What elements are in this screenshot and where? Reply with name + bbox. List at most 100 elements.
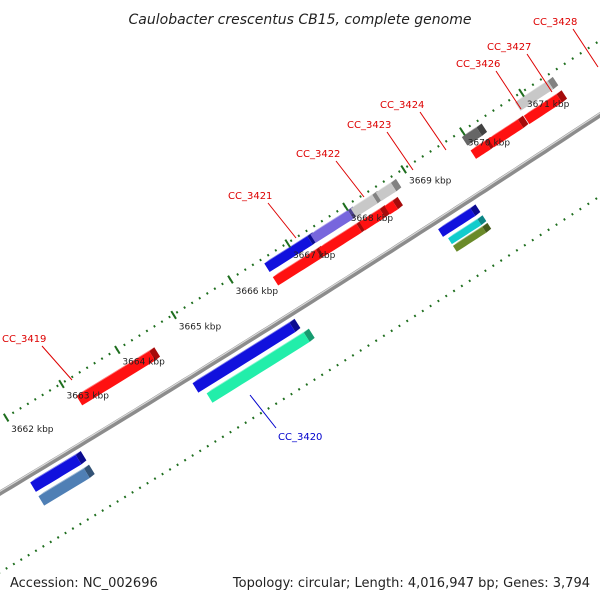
- backbone-line: [0, 111, 600, 496]
- scale-tick-mark: [114, 345, 121, 355]
- scale-tick-label: 3665 kbp: [179, 322, 222, 332]
- gene-label-cc-3419[interactable]: CC_3419: [2, 334, 46, 345]
- scale-tick-mark: [459, 127, 466, 136]
- scale-tick-label: 3668 kbp: [351, 214, 394, 224]
- gene-label-cc-3423[interactable]: CC_3423: [347, 120, 391, 131]
- guide-dot: [26, 402, 30, 406]
- guide-dot: [484, 269, 487, 273]
- leader-line-cc-3424: [419, 111, 447, 151]
- guide-dot: [33, 397, 37, 401]
- guide-dot: [5, 566, 8, 570]
- guide-dot: [547, 72, 551, 76]
- guide-dot: [320, 219, 324, 223]
- guide-dot: [571, 57, 575, 60]
- guide-dot: [229, 430, 232, 434]
- gene-label-cc-3422[interactable]: CC_3422: [296, 149, 340, 160]
- guide-dot: [175, 310, 179, 314]
- guide-dot: [259, 411, 263, 415]
- gene-label-cc-3424[interactable]: CC_3424: [380, 100, 424, 111]
- guide-dot: [499, 104, 503, 107]
- feature-left-blue-end-face: [75, 450, 87, 465]
- guide-dot: [63, 379, 67, 383]
- guide-dot: [236, 272, 240, 276]
- feature-cc-3419-top-face: [76, 347, 155, 396]
- scale-tick-mark: [518, 88, 525, 98]
- gene-label-cc-3428[interactable]: CC_3428: [533, 17, 577, 28]
- scale-tick-mark: [170, 310, 177, 320]
- feature-cc-3426: [461, 123, 488, 146]
- feature-cc-3422-top-face: [310, 206, 353, 235]
- feature-cc-3424-end-face: [390, 178, 402, 192]
- feature-cc-3426-front-face: [461, 127, 483, 146]
- scale-tick-label: 3662 kbp: [11, 425, 54, 435]
- gene-label-cc-3420[interactable]: CC_3420: [278, 432, 322, 443]
- scale-tick-label: 3671 kbp: [527, 100, 570, 110]
- guide-dot: [70, 375, 74, 379]
- guide-dot: [312, 224, 316, 228]
- gene-label-cc-3426[interactable]: CC_3426: [456, 59, 500, 70]
- gene-label-cc-3421[interactable]: CC_3421: [228, 191, 272, 202]
- guide-dot: [539, 78, 543, 81]
- guide-dot: [539, 233, 543, 237]
- guide-dot: [523, 88, 527, 92]
- guide-dot: [507, 98, 511, 102]
- guide-dot: [328, 368, 332, 372]
- guide-dot: [290, 392, 293, 396]
- guide-dot: [183, 458, 187, 462]
- feature-cc-3428-b-end-face: [556, 90, 568, 103]
- guide-dot: [343, 358, 347, 362]
- guide-dot: [484, 114, 487, 118]
- guide-dot: [382, 334, 386, 338]
- guide-dot: [476, 274, 479, 278]
- feature-right-olive-top-face: [452, 222, 488, 246]
- guide-dot: [49, 540, 53, 544]
- guide-dot: [547, 228, 550, 232]
- guide-dot: [266, 253, 270, 257]
- feature-left-blue-top-face: [30, 450, 81, 483]
- scale-tick-mark: [342, 202, 349, 212]
- feature-cc-3424-b-end-face: [392, 196, 403, 210]
- leader-line-cc-3422: [335, 160, 365, 198]
- guide-dot: [555, 67, 559, 71]
- guide-dot: [123, 343, 126, 347]
- feature-cc-3423-b: [359, 205, 391, 231]
- guide-dot: [108, 504, 112, 508]
- guide-dot: [366, 190, 370, 193]
- guide-dot: [491, 264, 495, 268]
- guide-dot: [523, 243, 527, 247]
- guide-dot: [221, 282, 224, 286]
- guide-dot: [27, 553, 30, 557]
- guide-dot: [444, 294, 448, 298]
- feature-left-blue: [30, 450, 87, 492]
- feature-left-steel-front-face: [38, 468, 90, 506]
- guide-dot: [251, 416, 255, 420]
- scale-tick-label: 3666 kbp: [236, 287, 279, 297]
- accession-text: Accession: NC_002696: [10, 576, 158, 591]
- guide-dot: [34, 549, 38, 553]
- guide-dot: [405, 319, 409, 323]
- gene-labels[interactable]: CC_3419 CC_3420 CC_3421 CC_3422 CC_3423 CC_34…: [2, 17, 577, 443]
- guide-dot: [56, 536, 60, 539]
- guide-dot: [460, 284, 464, 288]
- feature-cc-3419: [76, 347, 161, 406]
- feature-cc-3420-end-face: [303, 328, 315, 342]
- guide-dot: [145, 329, 149, 333]
- gene-label-cc-3427[interactable]: CC_3427: [487, 42, 531, 53]
- guide-dot: [351, 200, 355, 203]
- guide-dot: [19, 406, 22, 410]
- feature-cc-3426-b-top-face: [470, 136, 491, 151]
- guide-dot: [374, 339, 378, 343]
- leader-line-cc-3423: [386, 131, 414, 171]
- guide-dot: [108, 352, 111, 356]
- guide-dot: [267, 407, 270, 410]
- leader-line-cc-3419: [41, 345, 73, 381]
- guide-dot: [259, 258, 262, 262]
- guide-dot: [71, 527, 75, 530]
- guide-dot: [251, 263, 255, 267]
- guide-dot: [297, 234, 301, 238]
- guide-dot: [191, 454, 194, 457]
- guide-dot: [64, 531, 67, 535]
- guide-dot: [563, 62, 567, 66]
- guide-dot: [236, 426, 240, 429]
- guide-dot: [563, 218, 566, 221]
